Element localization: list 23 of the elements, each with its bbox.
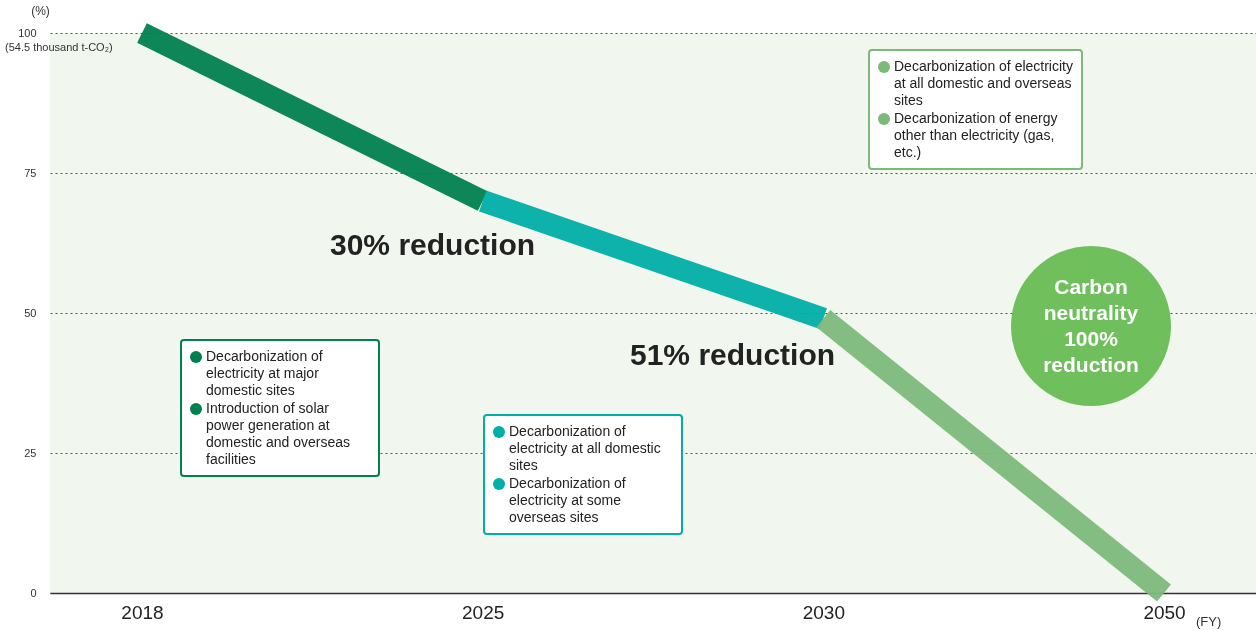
x-axis-title: (FY)	[1196, 614, 1222, 629]
annotation: (54.5 thousand t-CO₂)	[5, 41, 113, 53]
y-tick-label: 75	[24, 166, 37, 179]
annotation: Decarbonization of electricity at some overseas sites	[509, 475, 626, 525]
annotation: 51% reduction	[630, 338, 836, 372]
callout-box: Decarbonization of electricity at all domestic sites Decarbonization of electricity at some overseas sites	[483, 414, 683, 535]
callout-box: Decarbonization of electricity at major domestic sites Introduction of solar power generation at domestic and overseas facilities	[180, 339, 380, 477]
x-tick-label: 2050	[1143, 601, 1186, 623]
y-tick-label: 50	[24, 306, 37, 319]
annotation: 30% reduction	[330, 228, 536, 262]
annotation: Decarbonization of electricity at all domestic sites	[509, 423, 661, 473]
y-axis-title: (%)	[31, 3, 50, 18]
annotation: Introduction of solar power generation at domestic and overseas facilities	[206, 400, 350, 467]
annotation: Decarbonization of energy other than electricity (gas, etc.)	[894, 110, 1058, 160]
y-tick-label: 100	[18, 26, 37, 39]
annotation: Decarbonization of electricity at all domestic and overseas sites	[894, 58, 1073, 108]
x-tick-label: 2025	[462, 601, 505, 623]
x-tick-label: 2030	[802, 601, 845, 623]
y-tick-label: 0	[30, 586, 37, 599]
annotation: Decarbonization of electricity at major domestic sites	[206, 348, 323, 398]
callout-box: Decarbonization of electricity at all domestic and overseas sites Decarbonization of energy other than electricity (gas, etc.)	[868, 49, 1083, 170]
y-tick-label: 25	[24, 446, 37, 459]
x-tick-label: 2018	[121, 601, 164, 623]
